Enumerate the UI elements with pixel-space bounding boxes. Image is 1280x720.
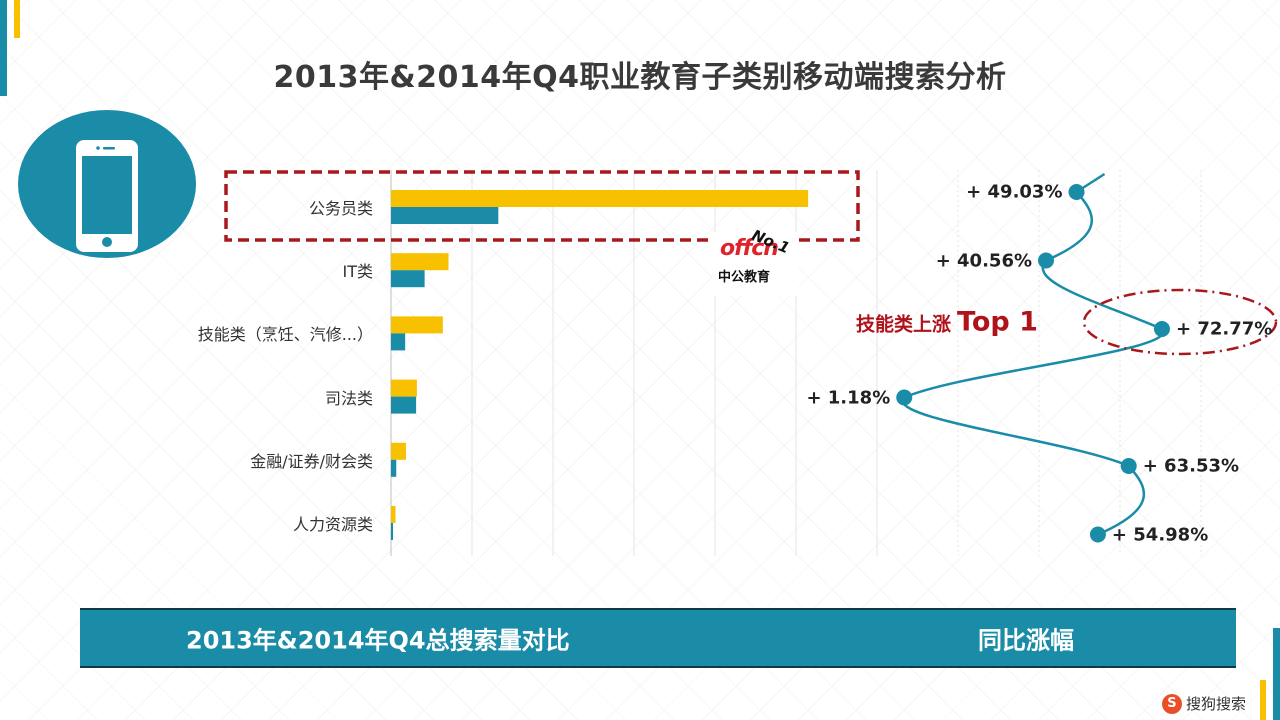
bar-yellow bbox=[391, 379, 417, 397]
growth-point bbox=[896, 389, 913, 406]
highlight-annotation-cn: 技能类上涨 bbox=[856, 313, 952, 336]
growth-label: + 1.18% bbox=[806, 387, 891, 408]
chart-title: 2013年&2014年Q4职业教育子类别移动端搜索分析 bbox=[273, 60, 1007, 95]
logo-subtitle: 中公教育 bbox=[718, 270, 771, 285]
gridlines bbox=[390, 170, 1202, 556]
footer-right-label: 同比涨幅 bbox=[978, 626, 1074, 655]
sogou-watermark-text: 搜狗搜索 bbox=[1185, 695, 1246, 713]
growth-curve bbox=[901, 172, 1165, 536]
growth-point bbox=[1120, 458, 1137, 474]
growth-point bbox=[1038, 252, 1055, 269]
highlight-annotation-en: Top 1 bbox=[957, 306, 1038, 338]
bar-yellow bbox=[391, 316, 443, 334]
growth-label: + 72.77% bbox=[1175, 318, 1273, 340]
accent-stripe-yellow-bottom bbox=[1260, 680, 1266, 720]
growth-point bbox=[1153, 321, 1170, 337]
accent-stripe-yellow-top bbox=[14, 0, 20, 38]
bar-yellow bbox=[391, 442, 406, 460]
phone-badge bbox=[18, 110, 196, 258]
offcn-logo: offcn 中公教育 bbox=[712, 232, 798, 296]
bar-blue bbox=[391, 459, 397, 477]
footer-banner: 2013年&2014年Q4总搜索量对比 同比涨幅 bbox=[80, 608, 1236, 668]
growth-series bbox=[896, 172, 1170, 543]
top-category-highlight-box bbox=[224, 170, 860, 242]
bar-blue bbox=[391, 523, 394, 540]
bar-blue bbox=[391, 270, 425, 288]
bar-series bbox=[391, 190, 809, 540]
bar-blue bbox=[391, 207, 499, 224]
bar-yellow bbox=[391, 506, 396, 523]
growth-label: + 40.56% bbox=[935, 250, 1033, 271]
category-label: 人力资源类 bbox=[292, 515, 373, 534]
accent-stripe-blue-bottom bbox=[1273, 628, 1280, 720]
bar-yellow bbox=[391, 190, 809, 207]
growth-label: + 49.03% bbox=[966, 181, 1063, 203]
footer-left-label: 2013年&2014年Q4总搜索量对比 bbox=[186, 626, 570, 655]
phone-icon bbox=[76, 140, 138, 252]
top-growth-highlight-ellipse bbox=[1082, 288, 1278, 356]
category-label: 司法类 bbox=[324, 388, 373, 408]
accent-stripe-blue-top bbox=[0, 0, 7, 96]
growth-point bbox=[1089, 526, 1106, 543]
sogou-logo-icon: S bbox=[1161, 693, 1182, 714]
logo-brand: offcn bbox=[720, 236, 779, 261]
highlight-annotation: 技能类上涨 Top 1 bbox=[856, 307, 1038, 338]
growth-label: + 54.98% bbox=[1111, 524, 1209, 545]
sogou-watermark: S 搜狗搜索 bbox=[1161, 693, 1246, 714]
category-label: IT类 bbox=[342, 262, 374, 282]
growth-point bbox=[1068, 184, 1085, 200]
category-label: 金融/证券/财会类 bbox=[250, 451, 373, 471]
bar-blue bbox=[391, 396, 417, 414]
category-label: 公务员类 bbox=[308, 199, 373, 218]
category-label: 技能类（烹饪、汽修...） bbox=[197, 325, 373, 345]
growth-label: + 63.53% bbox=[1142, 455, 1240, 477]
bar-blue bbox=[391, 333, 406, 351]
bar-yellow bbox=[391, 253, 449, 271]
